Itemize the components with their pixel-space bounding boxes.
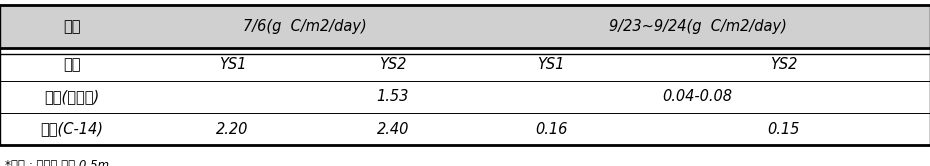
- Text: 정점: 정점: [63, 57, 81, 72]
- Text: *표층 : 수표면 아래 0.5m: *표층 : 수표면 아래 0.5m: [5, 159, 109, 166]
- Text: 2.20: 2.20: [217, 122, 248, 137]
- Text: 표층(C-14): 표층(C-14): [41, 122, 103, 137]
- Text: 9/23~9/24(g  C/m2/day): 9/23~9/24(g C/m2/day): [608, 19, 787, 34]
- Text: YS1: YS1: [219, 57, 246, 72]
- Text: 2.40: 2.40: [377, 122, 409, 137]
- Text: 7/6(g  C/m2/day): 7/6(g C/m2/day): [243, 19, 366, 34]
- Text: 0.15: 0.15: [767, 122, 800, 137]
- Text: YS2: YS2: [770, 57, 797, 72]
- Text: YS1: YS1: [538, 57, 565, 72]
- Text: YS2: YS2: [379, 57, 406, 72]
- Text: 1.53: 1.53: [377, 89, 409, 104]
- Text: 표층(델타법): 표층(델타법): [45, 89, 100, 104]
- Text: 0.04-0.08: 0.04-0.08: [662, 89, 733, 104]
- Text: 0.16: 0.16: [535, 122, 567, 137]
- Text: 기간: 기간: [63, 19, 81, 34]
- Bar: [0, 5, 930, 48]
